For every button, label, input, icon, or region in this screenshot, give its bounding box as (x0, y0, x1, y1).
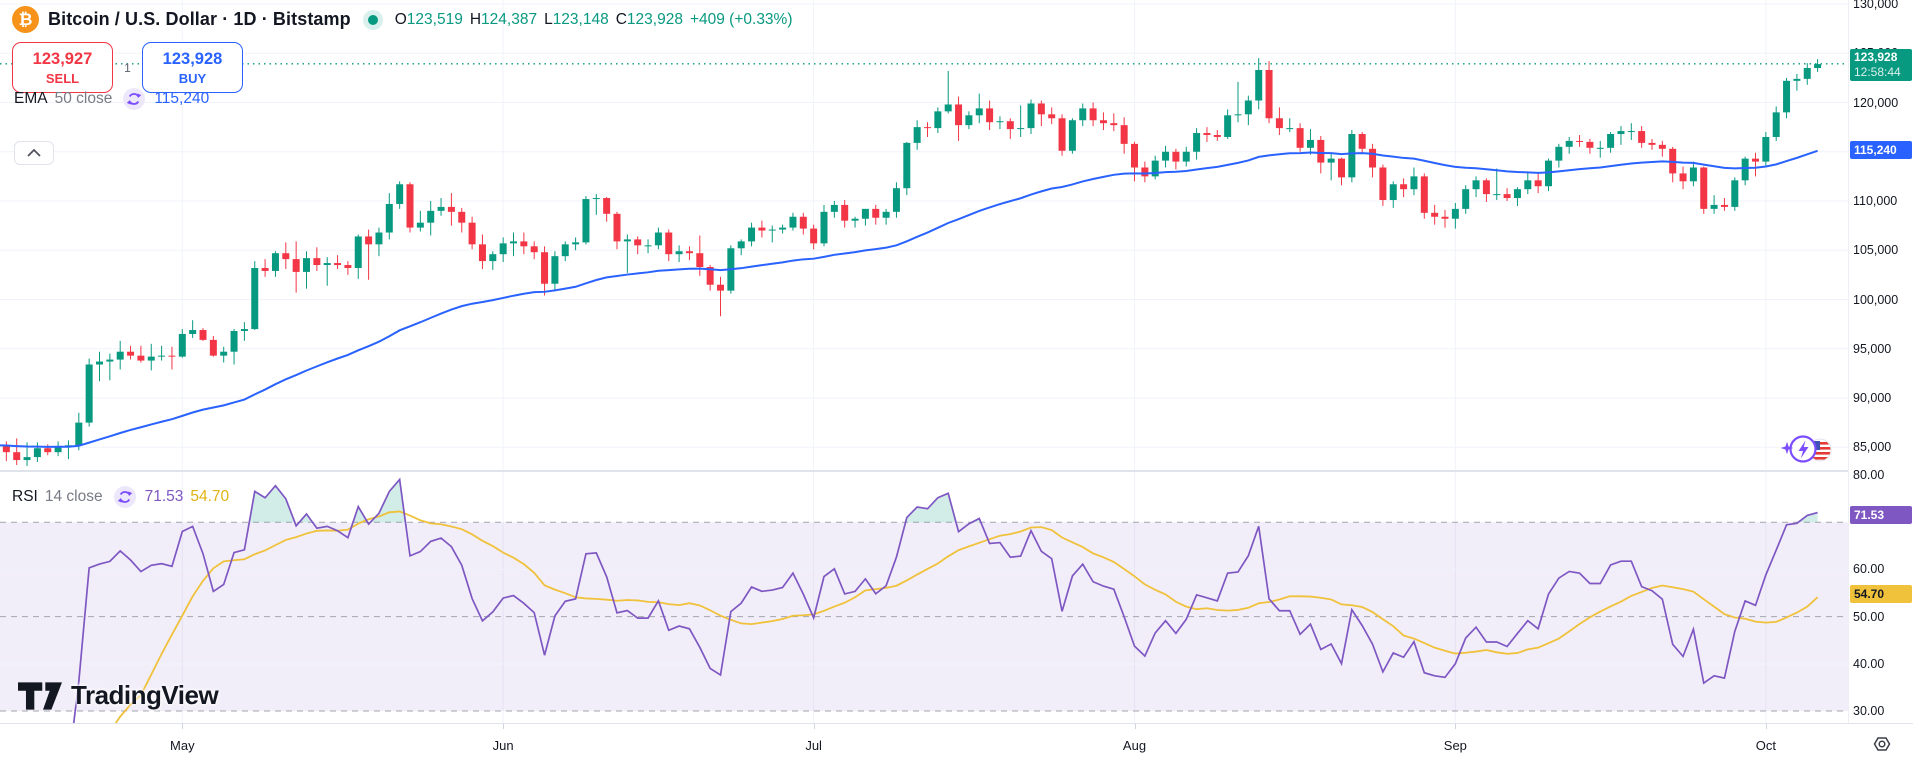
sell-button[interactable]: 123,927 SELL (12, 42, 113, 93)
rsi-name: RSI (12, 488, 38, 505)
event-badges[interactable] (1780, 432, 1836, 470)
buy-price: 123,928 (162, 49, 223, 68)
chart-svg[interactable] (0, 0, 1848, 723)
market-status-dot-icon (367, 14, 378, 25)
rsi-ma-axis-label[interactable]: 54.70 (1850, 585, 1912, 603)
rsi-tick-label: 80.00 (1853, 468, 1885, 482)
tradingview-logo-text: TradingView (71, 680, 219, 710)
time-axis-tick (503, 724, 505, 729)
ema-axis-label[interactable]: 115,240 (1850, 141, 1912, 159)
symbol-legend[interactable]: ₿ Bitcoin / U.S. Dollar · 1D · Bitstamp … (12, 6, 793, 33)
collapse-legend-button[interactable] (14, 141, 54, 165)
axis-settings-icon[interactable] (1872, 734, 1892, 754)
sparkle-icon (1780, 441, 1794, 455)
time-axis-tick (813, 724, 815, 729)
time-axis-month-label: May (170, 738, 195, 753)
last-price-value: 123,928 (1854, 50, 1898, 64)
rsi-refresh-icon[interactable] (113, 486, 136, 508)
tradingview-logo-icon (18, 681, 62, 710)
time-axis-month-label: Sep (1443, 738, 1467, 753)
rsi-tick-label: 30.00 (1853, 704, 1885, 718)
price-tick-label: 105,000 (1853, 243, 1899, 258)
time-axis-separator (0, 723, 1913, 724)
rsi-value: 71.53 (144, 488, 184, 505)
rsi-tick-label: 60.00 (1853, 562, 1885, 577)
low-label: L (544, 10, 553, 28)
time-axis-tick (1134, 724, 1136, 729)
price-tick-label: 100,000 (1853, 292, 1899, 307)
rsi-params: 14 close (44, 488, 103, 505)
pane-separator[interactable] (0, 470, 1913, 472)
time-axis-tick (1455, 724, 1457, 729)
ohlc-values: O123,519 H124,387 L123,148 C123,928 +409… (395, 11, 793, 29)
rsi-legend[interactable]: RSI 14 close 71.53 54.70 (12, 486, 229, 508)
price-axis[interactable]: 130,000125,000120,000110,000105,000100,0… (1848, 0, 1913, 723)
high-label: H (469, 10, 482, 28)
tradingview-logo[interactable]: TradingView (18, 680, 219, 711)
open-label: O (394, 10, 407, 28)
bar-countdown: 12:58:44 (1854, 65, 1901, 79)
ema-params: 50 close (54, 90, 113, 107)
price-tick-label: 120,000 (1853, 95, 1899, 110)
price-tick-label: 130,000 (1853, 0, 1899, 11)
spread-value: 1 (124, 60, 131, 75)
ema-refresh-icon[interactable] (123, 88, 146, 110)
price-tick-label: 90,000 (1853, 391, 1892, 405)
close-label: C (615, 10, 627, 28)
time-axis-month-label: Jul (805, 738, 822, 753)
time-axis-month-label: Aug (1122, 738, 1147, 753)
ema-name: EMA (14, 90, 48, 107)
symbol-title[interactable]: Bitcoin / U.S. Dollar · 1D · Bitstamp (48, 9, 351, 29)
time-axis-tick (182, 724, 184, 729)
rsi-ma-value: 54.70 (190, 488, 230, 505)
ema-legend[interactable]: EMA 50 close 115,240 (14, 88, 209, 110)
rsi-tick-label: 40.00 (1853, 656, 1885, 671)
rsi-tick-label: 50.00 (1853, 609, 1885, 624)
close-value: 123,928 (626, 10, 683, 28)
time-axis-month-label: Jun (492, 738, 514, 753)
rsi-axis-label[interactable]: 71.53 (1850, 506, 1912, 524)
time-axis-tick (1765, 724, 1767, 729)
price-tick-label: 85,000 (1853, 440, 1892, 455)
buy-button[interactable]: 123,928 BUY (142, 42, 243, 93)
time-axis-month-label: Oct (1755, 738, 1776, 753)
time-axis[interactable]: May Jun Jul Aug Sep Oct (0, 724, 1913, 769)
bitcoin-logo-icon: ₿ (12, 6, 39, 33)
low-value: 123,148 (552, 10, 609, 28)
price-tick-label: 110,000 (1853, 194, 1898, 208)
lightning-event-icon[interactable] (1788, 434, 1818, 464)
sell-label: SELL (45, 70, 80, 86)
trade-buttons: 123,927 SELL 1 123,928 BUY (12, 42, 243, 93)
price-tick-label: 95,000 (1853, 341, 1892, 356)
last-price-axis-label[interactable]: 123,928 12:58:44 (1850, 49, 1912, 81)
change-value: +409 (+0.33%) (689, 10, 793, 28)
open-value: 123,519 (406, 10, 463, 28)
high-value: 124,387 (481, 10, 538, 28)
buy-label: BUY (178, 70, 207, 86)
ema-value: 115,240 (154, 90, 210, 107)
chart-canvas[interactable]: ₿ Bitcoin / U.S. Dollar · 1D · Bitstamp … (0, 0, 1848, 723)
chevron-up-icon (27, 149, 41, 157)
sell-price: 123,927 (32, 49, 93, 68)
